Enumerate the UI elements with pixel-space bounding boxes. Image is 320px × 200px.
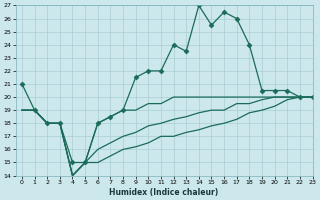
X-axis label: Humidex (Indice chaleur): Humidex (Indice chaleur) [109, 188, 219, 197]
